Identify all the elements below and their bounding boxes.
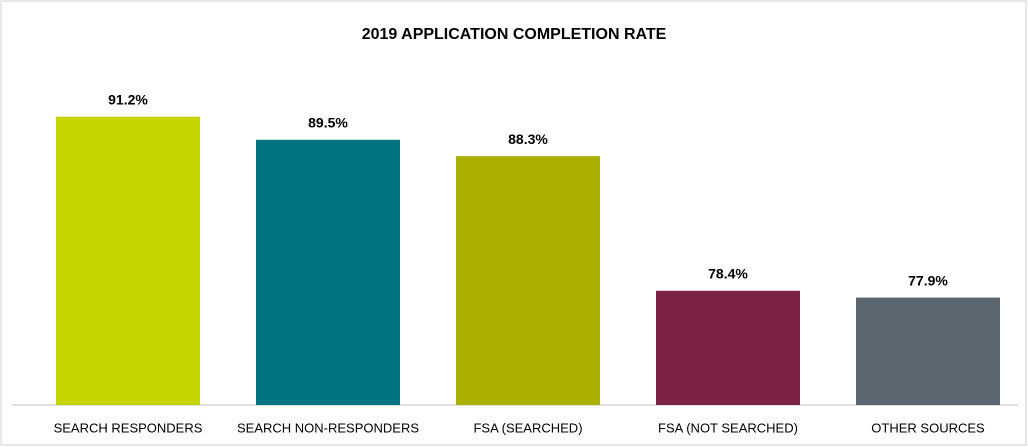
x-tick-label: OTHER SOURCES — [871, 420, 985, 435]
chart-title: 2019 APPLICATION COMPLETION RATE — [362, 26, 667, 43]
bar — [656, 290, 800, 405]
value-label: 77.9% — [908, 272, 948, 288]
bar — [256, 139, 400, 406]
bar — [856, 297, 1000, 405]
x-tick-label: SEARCH RESPONDERS — [54, 420, 203, 435]
x-tick-label: FSA (SEARCHED) — [473, 420, 582, 435]
value-label: 91.2% — [108, 91, 148, 107]
value-label: 78.4% — [708, 265, 748, 281]
bar — [456, 156, 600, 405]
bar — [56, 116, 200, 406]
value-label: 89.5% — [308, 115, 348, 131]
x-tick-label: SEARCH NON-RESPONDERS — [237, 420, 419, 435]
value-label: 88.3% — [508, 131, 548, 147]
x-tick-label: FSA (NOT SEARCHED) — [658, 420, 798, 435]
